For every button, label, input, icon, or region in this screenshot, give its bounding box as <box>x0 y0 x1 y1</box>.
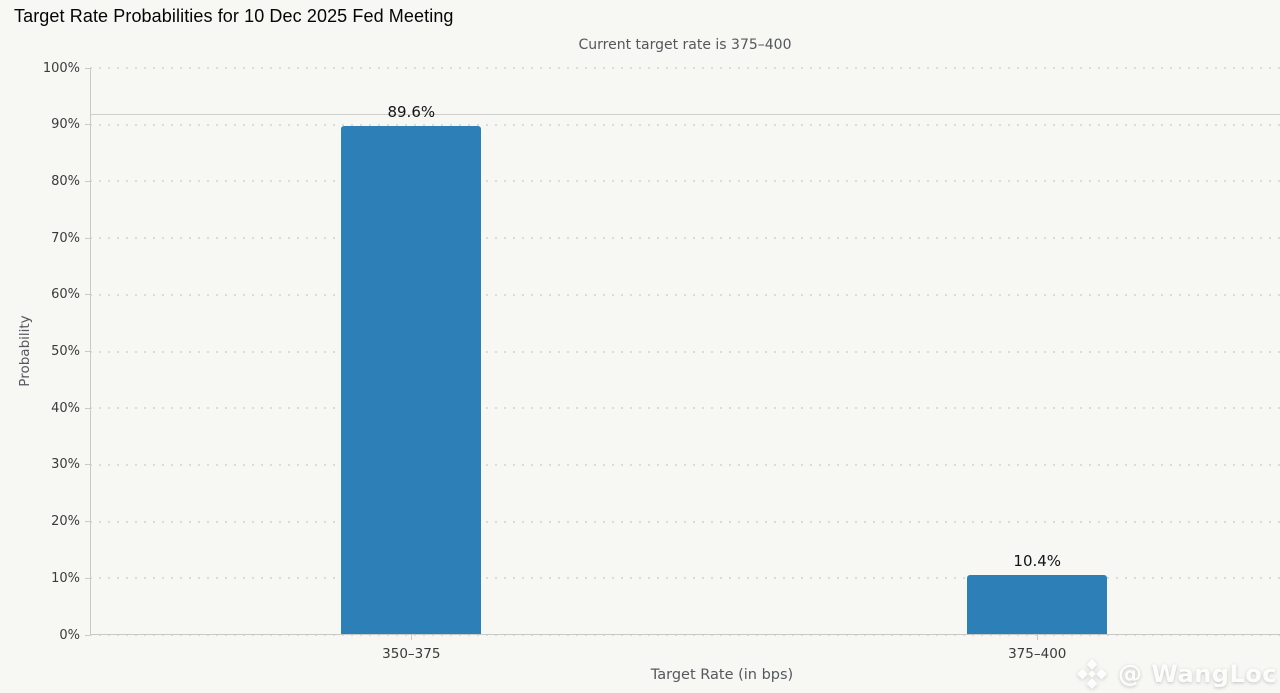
y-tick-mark <box>85 67 90 69</box>
diamond-logo-icon <box>1077 659 1107 689</box>
gridline <box>90 577 1280 580</box>
x-tick-mark <box>1037 635 1039 640</box>
y-axis-line <box>90 68 91 635</box>
y-tick-label: 50% <box>51 344 80 359</box>
y-tick-mark <box>85 180 90 182</box>
bar <box>341 125 482 634</box>
y-tick-label: 100% <box>42 60 80 76</box>
watermark-text: @ WangLoc <box>1118 660 1277 688</box>
y-tick-mark <box>85 464 90 466</box>
gridline <box>90 407 1280 410</box>
x-axis-title: Target Rate (in bps) <box>650 667 794 683</box>
gridline <box>90 237 1280 240</box>
y-tick-label: 40% <box>51 400 80 416</box>
y-tick-label: 60% <box>51 287 80 303</box>
y-tick-mark <box>85 294 90 296</box>
gridline <box>90 123 1280 126</box>
plot-area: 0% 10% 20% 30% 40% 50% 60% 70% 80% 90% 100% 89.6% 35… <box>43 61 1280 662</box>
x-axis-line <box>90 634 1280 635</box>
y-axis-title: Probability <box>17 315 33 387</box>
y-tick-mark <box>85 407 90 409</box>
category-label: 350–375 <box>382 646 441 662</box>
y-tick-label: 10% <box>51 570 80 586</box>
y-tick-label: 20% <box>51 514 80 530</box>
gridline <box>90 463 1280 466</box>
chart-subtitle: Current target rate is 375–400 <box>578 37 792 53</box>
gridline <box>90 520 1280 523</box>
watermark: @ WangLoc <box>1075 657 1279 691</box>
bar-value-label: 10.4% <box>1013 552 1062 571</box>
chart-title: Target Rate Probabilities for 10 Dec 202… <box>14 6 454 26</box>
gridline <box>90 634 1280 636</box>
y-tick-label: 30% <box>51 457 80 473</box>
y-tick-label: 90% <box>51 117 80 133</box>
bar <box>967 575 1108 634</box>
gridline <box>90 180 1280 183</box>
reference-line <box>90 113 1280 115</box>
gridline <box>90 67 1280 69</box>
y-tick-label: 0% <box>59 627 80 643</box>
y-tick-label: 70% <box>51 230 80 246</box>
category-label: 375–400 <box>1008 646 1067 662</box>
y-tick-mark <box>85 237 90 239</box>
y-tick-mark <box>85 577 90 579</box>
gridline <box>90 350 1280 353</box>
y-tick-label: 80% <box>51 173 80 189</box>
y-tick-mark <box>85 521 90 523</box>
y-tick-mark <box>85 634 90 636</box>
y-tick-mark <box>85 351 90 352</box>
gridline <box>90 293 1280 296</box>
y-tick-mark <box>85 124 90 126</box>
bar-value-label: 89.6% <box>387 102 436 121</box>
x-tick-mark <box>411 635 413 640</box>
